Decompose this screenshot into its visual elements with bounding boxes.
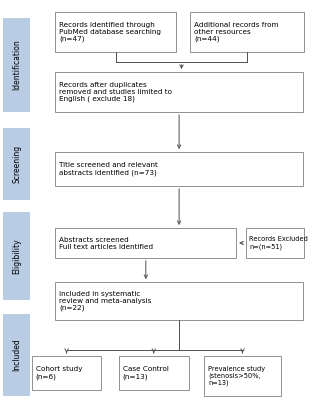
Text: Title screened and relevant
abstracts identified (n=73): Title screened and relevant abstracts id… (59, 162, 158, 176)
Text: Included in systematic
review and meta-analysis
(n=22): Included in systematic review and meta-a… (59, 291, 152, 311)
FancyBboxPatch shape (55, 152, 303, 186)
FancyBboxPatch shape (3, 314, 30, 396)
Text: Records identified through
PubMed database searching
(n=47): Records identified through PubMed databa… (59, 22, 161, 42)
FancyBboxPatch shape (55, 228, 236, 258)
FancyBboxPatch shape (3, 18, 30, 112)
Text: Case Control
(n=13): Case Control (n=13) (123, 366, 169, 380)
Text: Records after duplicates
removed and studies limited to
English ( exclude 18): Records after duplicates removed and stu… (59, 82, 172, 102)
Text: Included: Included (12, 339, 21, 371)
Text: Abstracts screened
Full text articles identified: Abstracts screened Full text articles id… (59, 236, 153, 250)
FancyBboxPatch shape (119, 356, 189, 390)
FancyBboxPatch shape (55, 12, 176, 52)
FancyBboxPatch shape (204, 356, 281, 396)
Text: Eligibility: Eligibility (12, 238, 21, 274)
Text: Screening: Screening (12, 145, 21, 183)
Text: Additional records from
other resources
(n=44): Additional records from other resources … (194, 22, 279, 42)
Text: Prevalence study
(stenosis>50%,
n=13): Prevalence study (stenosis>50%, n=13) (208, 366, 265, 386)
FancyBboxPatch shape (55, 282, 303, 320)
Text: Identification: Identification (12, 40, 21, 90)
FancyBboxPatch shape (3, 128, 30, 200)
FancyBboxPatch shape (190, 12, 304, 52)
FancyBboxPatch shape (3, 212, 30, 300)
Text: Cohort study
(n=6): Cohort study (n=6) (36, 366, 82, 380)
Text: Records Excluded
n=(n=51): Records Excluded n=(n=51) (249, 236, 308, 250)
FancyBboxPatch shape (55, 72, 303, 112)
FancyBboxPatch shape (246, 228, 304, 258)
FancyBboxPatch shape (32, 356, 101, 390)
